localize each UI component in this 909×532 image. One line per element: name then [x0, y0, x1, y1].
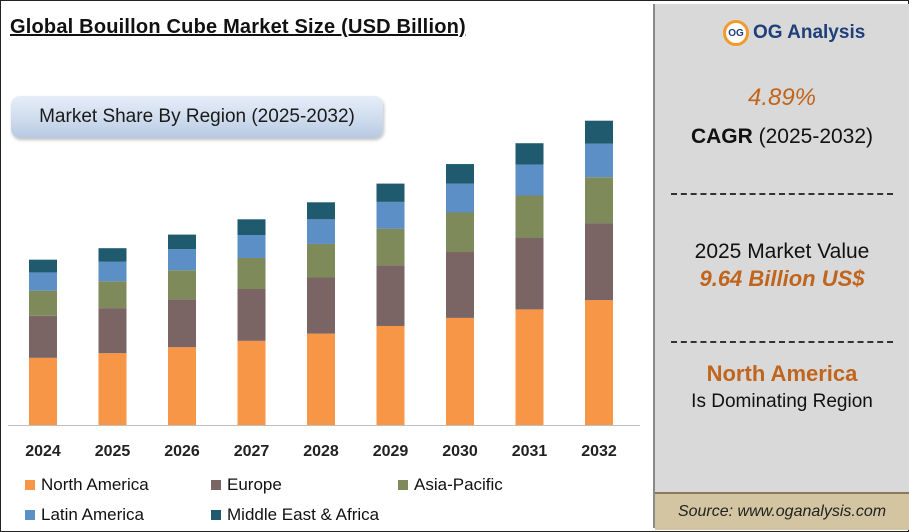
legend-item: Asia-Pacific — [398, 475, 503, 495]
bar-2032-series-4 — [585, 120, 613, 144]
bar-2028-series-1 — [307, 277, 335, 334]
bar-2026-series-3 — [168, 249, 196, 271]
bar-2032-series-1 — [585, 223, 613, 301]
bar-2027-series-3 — [237, 235, 266, 258]
bar-2029-series-3 — [376, 201, 405, 229]
logo-mark-text: OG — [728, 27, 744, 39]
legend-swatch — [211, 510, 221, 520]
bar-2026-series-2 — [168, 270, 196, 300]
bar-2027-series-2 — [237, 257, 266, 289]
bar-2032-series-2 — [585, 177, 613, 224]
bar-2025-series-1 — [98, 308, 127, 354]
bar-2027-series-1 — [237, 289, 266, 341]
legend-label: Latin America — [41, 505, 144, 524]
og-analysis-logo: OG OG Analysis — [723, 20, 865, 46]
legend-label: Asia-Pacific — [414, 475, 503, 494]
logo-text: OG Analysis — [753, 22, 866, 43]
bar-2031-series-4 — [515, 143, 544, 165]
stacked-bar-chart: 2024 2025 2026 2027 2028 2029 2030 2031 2032 — [8, 120, 640, 460]
cagr-period: (2025-2032) — [758, 125, 874, 148]
bar-2024-series-4 — [29, 259, 57, 273]
bar-2026-series-1 — [168, 299, 196, 348]
bar-2030-series-3 — [446, 183, 474, 213]
market-value: 9.64 Billion US$ — [699, 266, 865, 291]
subtitle-text: Market Share By Region (2025-2032) — [39, 106, 355, 127]
bar-2024-series-1 — [29, 315, 57, 358]
x-tick-label: 2030 — [442, 443, 478, 460]
bar-2029-series-0 — [376, 325, 405, 425]
cagr-label-line: CAGR (2025-2032) — [655, 125, 909, 149]
bar-2031-series-0 — [515, 309, 544, 425]
x-tick-label: 2032 — [581, 443, 617, 460]
bar-2031-series-1 — [515, 238, 544, 310]
x-tick-label: 2028 — [303, 443, 339, 460]
chart-title: Global Bouillon Cube Market Size (USD Bi… — [10, 16, 466, 38]
bar-2032-series-0 — [585, 300, 613, 425]
legend-item: Europe — [211, 475, 282, 495]
bar-2026-series-0 — [168, 347, 196, 425]
legend-swatch — [25, 480, 35, 490]
x-tick-label: 2025 — [95, 443, 131, 460]
x-tick-label: 2024 — [25, 443, 61, 460]
divider-2 — [671, 341, 893, 343]
bar-2030-series-0 — [446, 317, 474, 425]
divider-1 — [671, 193, 893, 195]
legend-item: Middle East & Africa — [211, 505, 379, 525]
bar-2027-series-4 — [237, 219, 266, 236]
bar-2031-series-3 — [515, 164, 544, 196]
legend-item: North America — [25, 475, 149, 495]
legend-label: Middle East & Africa — [227, 505, 380, 524]
source-footer: Source: www.oganalysis.com — [655, 492, 909, 530]
cagr-label: CAGR — [690, 125, 753, 148]
bar-2028-series-2 — [307, 243, 335, 278]
cagr-value: 4.89% — [747, 84, 817, 111]
bar-2025-series-2 — [98, 281, 127, 309]
x-tick-label: 2031 — [512, 443, 548, 460]
bar-2025-series-0 — [98, 353, 127, 425]
x-tick-label: 2027 — [234, 443, 270, 460]
dominating-region: North America — [706, 361, 858, 386]
bar-2030-series-2 — [446, 212, 474, 253]
summary-panel: OG OG Analysis 4.89% CAGR (2025-2032) 20… — [653, 4, 909, 530]
bar-2029-series-2 — [376, 228, 405, 266]
market-value-label: 2025 Market Value — [694, 240, 870, 263]
bar-2025-series-3 — [98, 261, 127, 282]
legend-item: Latin America — [25, 505, 144, 525]
bar-2025-series-4 — [98, 248, 127, 262]
legend-label: North America — [41, 475, 149, 494]
bar-2032-series-3 — [585, 143, 613, 178]
bar-2028-series-3 — [307, 219, 335, 244]
x-tick-label: 2029 — [373, 443, 409, 460]
legend-swatch — [398, 480, 408, 490]
bar-2024-series-2 — [29, 290, 57, 316]
bar-2024-series-0 — [29, 357, 57, 425]
bar-2028-series-0 — [307, 333, 335, 425]
bar-2029-series-1 — [376, 265, 405, 326]
dominating-label: Is Dominating Region — [691, 391, 873, 412]
bar-2024-series-3 — [29, 272, 57, 291]
legend-swatch — [25, 510, 35, 520]
bar-2030-series-4 — [446, 164, 474, 184]
x-tick-label: 2026 — [164, 443, 200, 460]
subtitle-banner: Market Share By Region (2025-2032) — [11, 96, 383, 138]
bar-2029-series-4 — [376, 183, 405, 202]
legend-swatch — [211, 480, 221, 490]
bar-2028-series-4 — [307, 202, 335, 220]
bar-2027-series-0 — [237, 340, 266, 425]
logo-mark-icon: OG — [723, 20, 749, 46]
bar-2030-series-1 — [446, 252, 474, 318]
bar-2031-series-2 — [515, 195, 544, 238]
bar-2026-series-4 — [168, 234, 196, 250]
legend-label: Europe — [227, 475, 282, 494]
